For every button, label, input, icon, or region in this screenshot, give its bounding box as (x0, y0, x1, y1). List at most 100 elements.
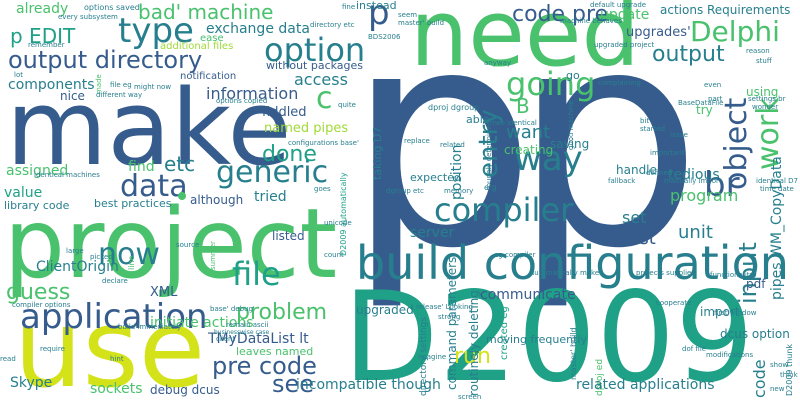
word-unit: unit (678, 222, 713, 243)
word-able: able (466, 113, 490, 126)
word-options-saved: options saved (84, 3, 140, 12)
word-skype: Skype (10, 375, 53, 391)
word-named-pipes: named pipes (264, 121, 349, 136)
word-although: although (190, 193, 244, 207)
word-ease: ease (200, 33, 224, 44)
word-part: part (708, 95, 723, 103)
word-use: use (14, 287, 206, 400)
word-generic: generic (216, 155, 329, 190)
word-bit: bit (640, 117, 650, 125)
word-tried: tried (254, 189, 287, 205)
word-components: components (8, 77, 95, 93)
word-build-configuration: build configuration (356, 236, 789, 290)
word-issue: issue (670, 131, 688, 139)
word-replace: replace (404, 137, 430, 145)
word-roughly-determined: roughly determined (485, 120, 493, 190)
word-code-pre: code pre (512, 2, 609, 27)
word-run: run (454, 344, 491, 369)
word-exchange-data: exchange data (206, 21, 310, 37)
word-master-build: master' build (398, 19, 445, 27)
word-br: br (704, 165, 740, 205)
word-first-window: first window (714, 309, 757, 317)
word-server: server (410, 225, 455, 241)
word-problem: problem (236, 300, 328, 325)
word-program: program (670, 186, 739, 205)
word-different-way: different way (96, 91, 143, 99)
word-incompatible-though: incompatible though (296, 377, 441, 393)
word-output: output (652, 42, 725, 67)
word-manually-import: manually import (664, 177, 722, 185)
word-automatically-makes: automatically makes (530, 269, 603, 277)
word-file: file (232, 255, 281, 293)
word-options-copied: options copied (216, 97, 268, 105)
word-already: already (16, 1, 69, 17)
word-related: related (440, 141, 465, 149)
word-read: read (0, 355, 16, 363)
word-every-subsystem: every subsystem (58, 13, 118, 21)
word-functionality: functionality (710, 271, 754, 279)
word-memory: memory (444, 187, 474, 195)
word-dcus-option: dcus option (720, 327, 790, 341)
word-xml: XML (150, 285, 178, 300)
word-output-directory: output directory (8, 46, 203, 74)
word-screen: screen (458, 393, 482, 400)
bullet-dot (178, 192, 186, 200)
word-guess: guess (6, 280, 71, 305)
word-access: access (294, 70, 348, 89)
word-file-eg: file eg (110, 81, 132, 89)
word-b: B (516, 94, 530, 118)
word-started: started (640, 125, 666, 133)
word-tedious: tedious (668, 167, 720, 183)
word-unicode: unicode (324, 219, 352, 227)
word-way: way (514, 139, 583, 179)
word-make: make (6, 67, 292, 189)
word-two-identical: two identical (492, 119, 537, 127)
word-information: information (206, 84, 299, 103)
word-source: source (176, 241, 200, 249)
word-option: option (264, 31, 366, 69)
word-without-packages: without packages (266, 59, 364, 72)
word-set: set (622, 208, 647, 227)
word-fiddled: fiddled (262, 105, 307, 120)
word-dof-file: dof file (682, 345, 707, 353)
word-d2009-automatically: D2009 automatically (339, 172, 348, 256)
word-type: type (118, 11, 194, 51)
word-even: even (704, 81, 722, 89)
word-imagine: imagine (418, 353, 447, 361)
word-see: see (272, 370, 315, 398)
word-moving-frequently: moving frequently (486, 333, 587, 346)
word-saving: saving (550, 137, 590, 151)
word-now: now (98, 237, 160, 272)
word-go: go (566, 69, 580, 82)
word-seem: seem (398, 11, 418, 19)
word-going: going (506, 65, 596, 103)
word-bds2006: BDS2006 (368, 33, 401, 41)
word-related-applications: related applications (576, 377, 715, 393)
word-application: application (20, 297, 208, 337)
word-debug-dcus: debug dcus (150, 383, 220, 397)
word-compiler-options: compiler options (12, 301, 71, 309)
word-remain-ascii: remain ascii (226, 321, 269, 329)
word-additional-files: additional files (160, 41, 234, 52)
word-project: project (4, 188, 338, 300)
word-show: show (770, 361, 789, 369)
word-declare: declare (102, 277, 128, 285)
word-command-parameters: command parameters (445, 256, 459, 390)
word-communicate: communicate (480, 287, 576, 303)
word-projects-supplied: projects supplied (636, 269, 696, 277)
word-assigned: assigned (6, 163, 69, 179)
word-machine-behaves: machine behaves (560, 17, 622, 25)
word-upgraded: upgraded (356, 303, 414, 317)
word-pre-code: pre code (212, 352, 317, 380)
word-initiate-actions: initiate actions (150, 315, 254, 331)
word-time-date: time date (760, 185, 794, 193)
word-fine: fine (342, 3, 356, 11)
word-base-debug: base' debug' (210, 305, 255, 313)
word-expected: expected (410, 171, 461, 184)
word-dgroup-etc: dgroup etc (386, 187, 424, 195)
word-basedatafile: BaseDataFile (678, 99, 724, 107)
word-upgrades: upgrades' (626, 25, 691, 40)
word-bad-machine: bad' machine (138, 0, 274, 24)
word-directory-etc: directory etc (310, 21, 355, 29)
